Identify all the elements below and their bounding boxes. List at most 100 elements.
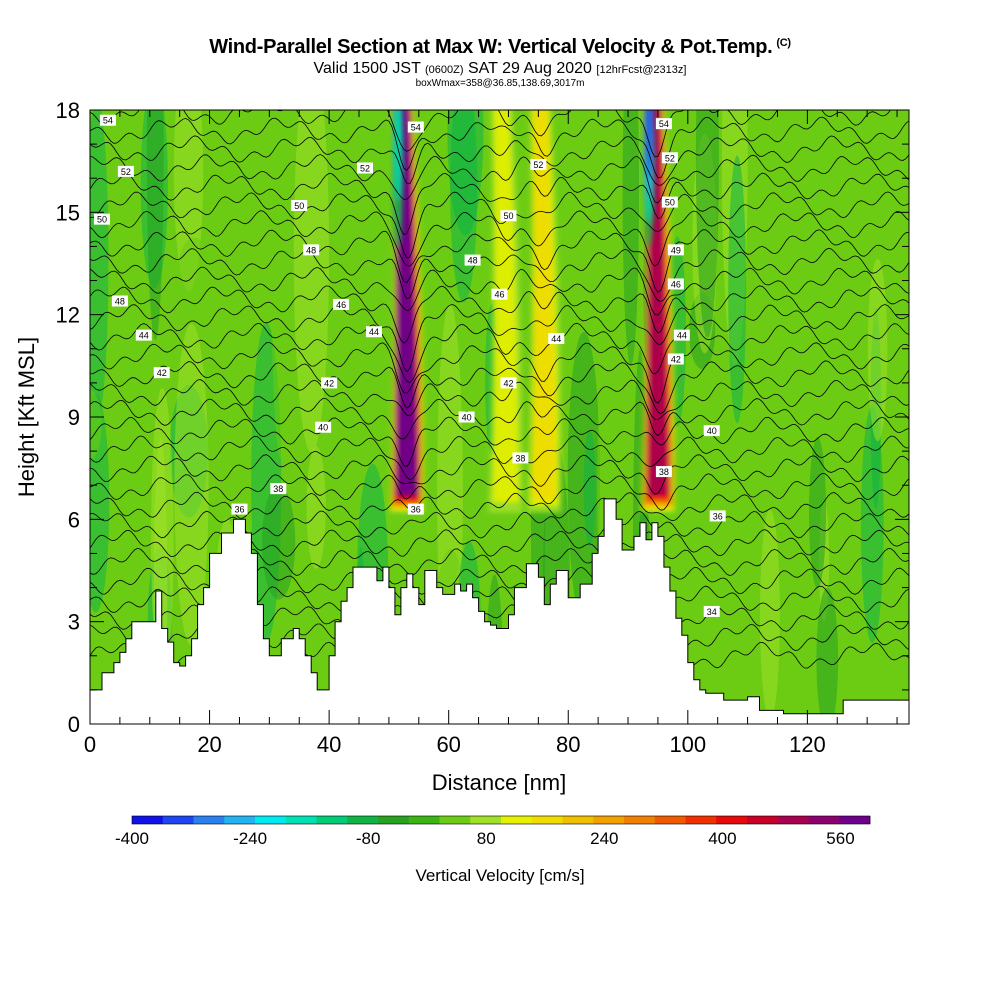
- colorbar-segment: [193, 816, 225, 824]
- velocity-patch: [622, 110, 640, 366]
- velocity-patch: [90, 110, 109, 420]
- contour-label: 40: [703, 425, 720, 437]
- theta-contour: [90, 360, 909, 415]
- valid-zulu: (0600Z): [425, 64, 464, 76]
- theta-contour: [90, 191, 909, 259]
- contour-label: 49: [667, 244, 684, 256]
- theta-contour: [90, 135, 909, 186]
- contour-label-text: 34: [707, 607, 717, 617]
- theta-contour: [90, 341, 909, 404]
- y-tick-label: 18: [56, 98, 80, 123]
- theta-contour: [90, 435, 909, 481]
- contour-label: 34: [703, 605, 720, 617]
- contour-label: 54: [407, 121, 424, 133]
- contour-label: 50: [500, 210, 517, 222]
- colorbar-segment: [347, 816, 379, 824]
- contour-label-text: 44: [139, 331, 149, 341]
- contour-label-text: 48: [468, 256, 478, 266]
- contour-label-text: 40: [462, 413, 472, 423]
- contour-label-text: 42: [324, 378, 334, 388]
- colorbar-segment: [624, 816, 656, 824]
- contour-label-text: 50: [294, 201, 304, 211]
- contour-label-text: 44: [551, 334, 561, 344]
- colorbar-segment: [255, 816, 287, 824]
- velocity-patch: [120, 294, 145, 701]
- contour-label: 48: [464, 254, 481, 266]
- contour-label: 38: [512, 452, 529, 464]
- downdraft-level: [645, 110, 653, 179]
- colorbar-segment: [593, 816, 625, 824]
- contour-label-bg: [321, 377, 338, 389]
- x-tick-label: 60: [436, 732, 460, 757]
- colorbar-segment: [378, 816, 410, 824]
- contour-label-bg: [667, 353, 684, 365]
- theta-contour: [90, 247, 909, 303]
- colorbar-segment: [162, 816, 194, 824]
- theta-contour: [90, 491, 909, 522]
- contour-label-bg: [661, 196, 678, 208]
- contour-label: 44: [365, 326, 382, 338]
- colorbar-tick-label: -80: [356, 829, 381, 848]
- contour-label: 42: [321, 377, 338, 389]
- colorbar-segment: [501, 816, 533, 824]
- x-tick-label: 80: [556, 732, 580, 757]
- contour-label-bg: [231, 503, 248, 515]
- contour-label-text: 36: [234, 505, 244, 515]
- contour-label-text: 38: [659, 467, 669, 477]
- theta-contour: [90, 416, 909, 468]
- chart-subtitle: Valid 1500 JST (0600Z) SAT 29 Aug 2020 […: [0, 60, 1000, 78]
- theta-contour: [90, 304, 909, 373]
- contour-label-text: 46: [336, 300, 346, 310]
- title-text: Wind-Parallel Section at Max W: Vertical…: [209, 36, 773, 58]
- velocity-patch: [271, 110, 291, 459]
- contour-label-text: 49: [671, 245, 681, 255]
- colorbar-tick-label: 560: [826, 829, 854, 848]
- contour-label-bg: [291, 200, 308, 212]
- velocity-patch: [306, 446, 326, 569]
- contour-label-bg: [655, 466, 672, 478]
- velocity-patch: [447, 110, 484, 236]
- theta-contour: [90, 110, 891, 158]
- contour-label-text: 54: [659, 119, 669, 129]
- contour-label-text: 40: [707, 426, 717, 436]
- contour-label-bg: [93, 213, 110, 225]
- colorbar: -400 -240 -80 80 240 400 560: [115, 815, 871, 848]
- contour-label: 42: [667, 353, 684, 365]
- contour-label: 52: [530, 159, 547, 171]
- theta-contour: [90, 285, 909, 344]
- contour-label: 42: [153, 367, 170, 379]
- y-tick-label: 15: [56, 200, 80, 225]
- x-axis-label: Distance [nm]: [432, 770, 567, 795]
- contour-label-text: 54: [411, 123, 421, 133]
- colorbar-tick-label: 80: [477, 829, 496, 848]
- contour-label-text: 36: [411, 505, 421, 515]
- contour-label-text: 54: [103, 116, 113, 126]
- contour-label: 40: [458, 411, 475, 423]
- colorbar-segment: [654, 816, 686, 824]
- contour-label-text: 42: [157, 368, 167, 378]
- contour-labels: 54 52 50 48 44 42 36 38 40 42 46 44 48 50 52 54 36 40 48 46…: [93, 114, 726, 617]
- contour-label: 44: [548, 333, 565, 345]
- colorbar-segment: [132, 816, 164, 824]
- contour-label-text: 44: [369, 327, 379, 337]
- theta-contour: [90, 472, 909, 511]
- contour-label-text: 38: [273, 484, 283, 494]
- velocity-patch: [90, 390, 102, 460]
- contour-label-bg: [117, 165, 134, 177]
- contour-label-bg: [111, 295, 128, 307]
- colorbar-segment: [439, 816, 471, 824]
- contour-label: 52: [117, 165, 134, 177]
- contour-label: 50: [291, 200, 308, 212]
- contour-label-bg: [464, 254, 481, 266]
- downdraft-streak: [643, 110, 655, 247]
- contour-label-bg: [99, 114, 116, 126]
- contour-label-text: 46: [671, 279, 681, 289]
- updraft-level: [532, 110, 557, 499]
- y-tick-label: 6: [68, 507, 80, 532]
- x-tick-label: 20: [197, 732, 221, 757]
- colorbar-segment: [747, 816, 779, 824]
- velocity-patch: [357, 110, 391, 263]
- y-tick-label: 9: [68, 405, 80, 430]
- contour-label: 36: [231, 503, 248, 515]
